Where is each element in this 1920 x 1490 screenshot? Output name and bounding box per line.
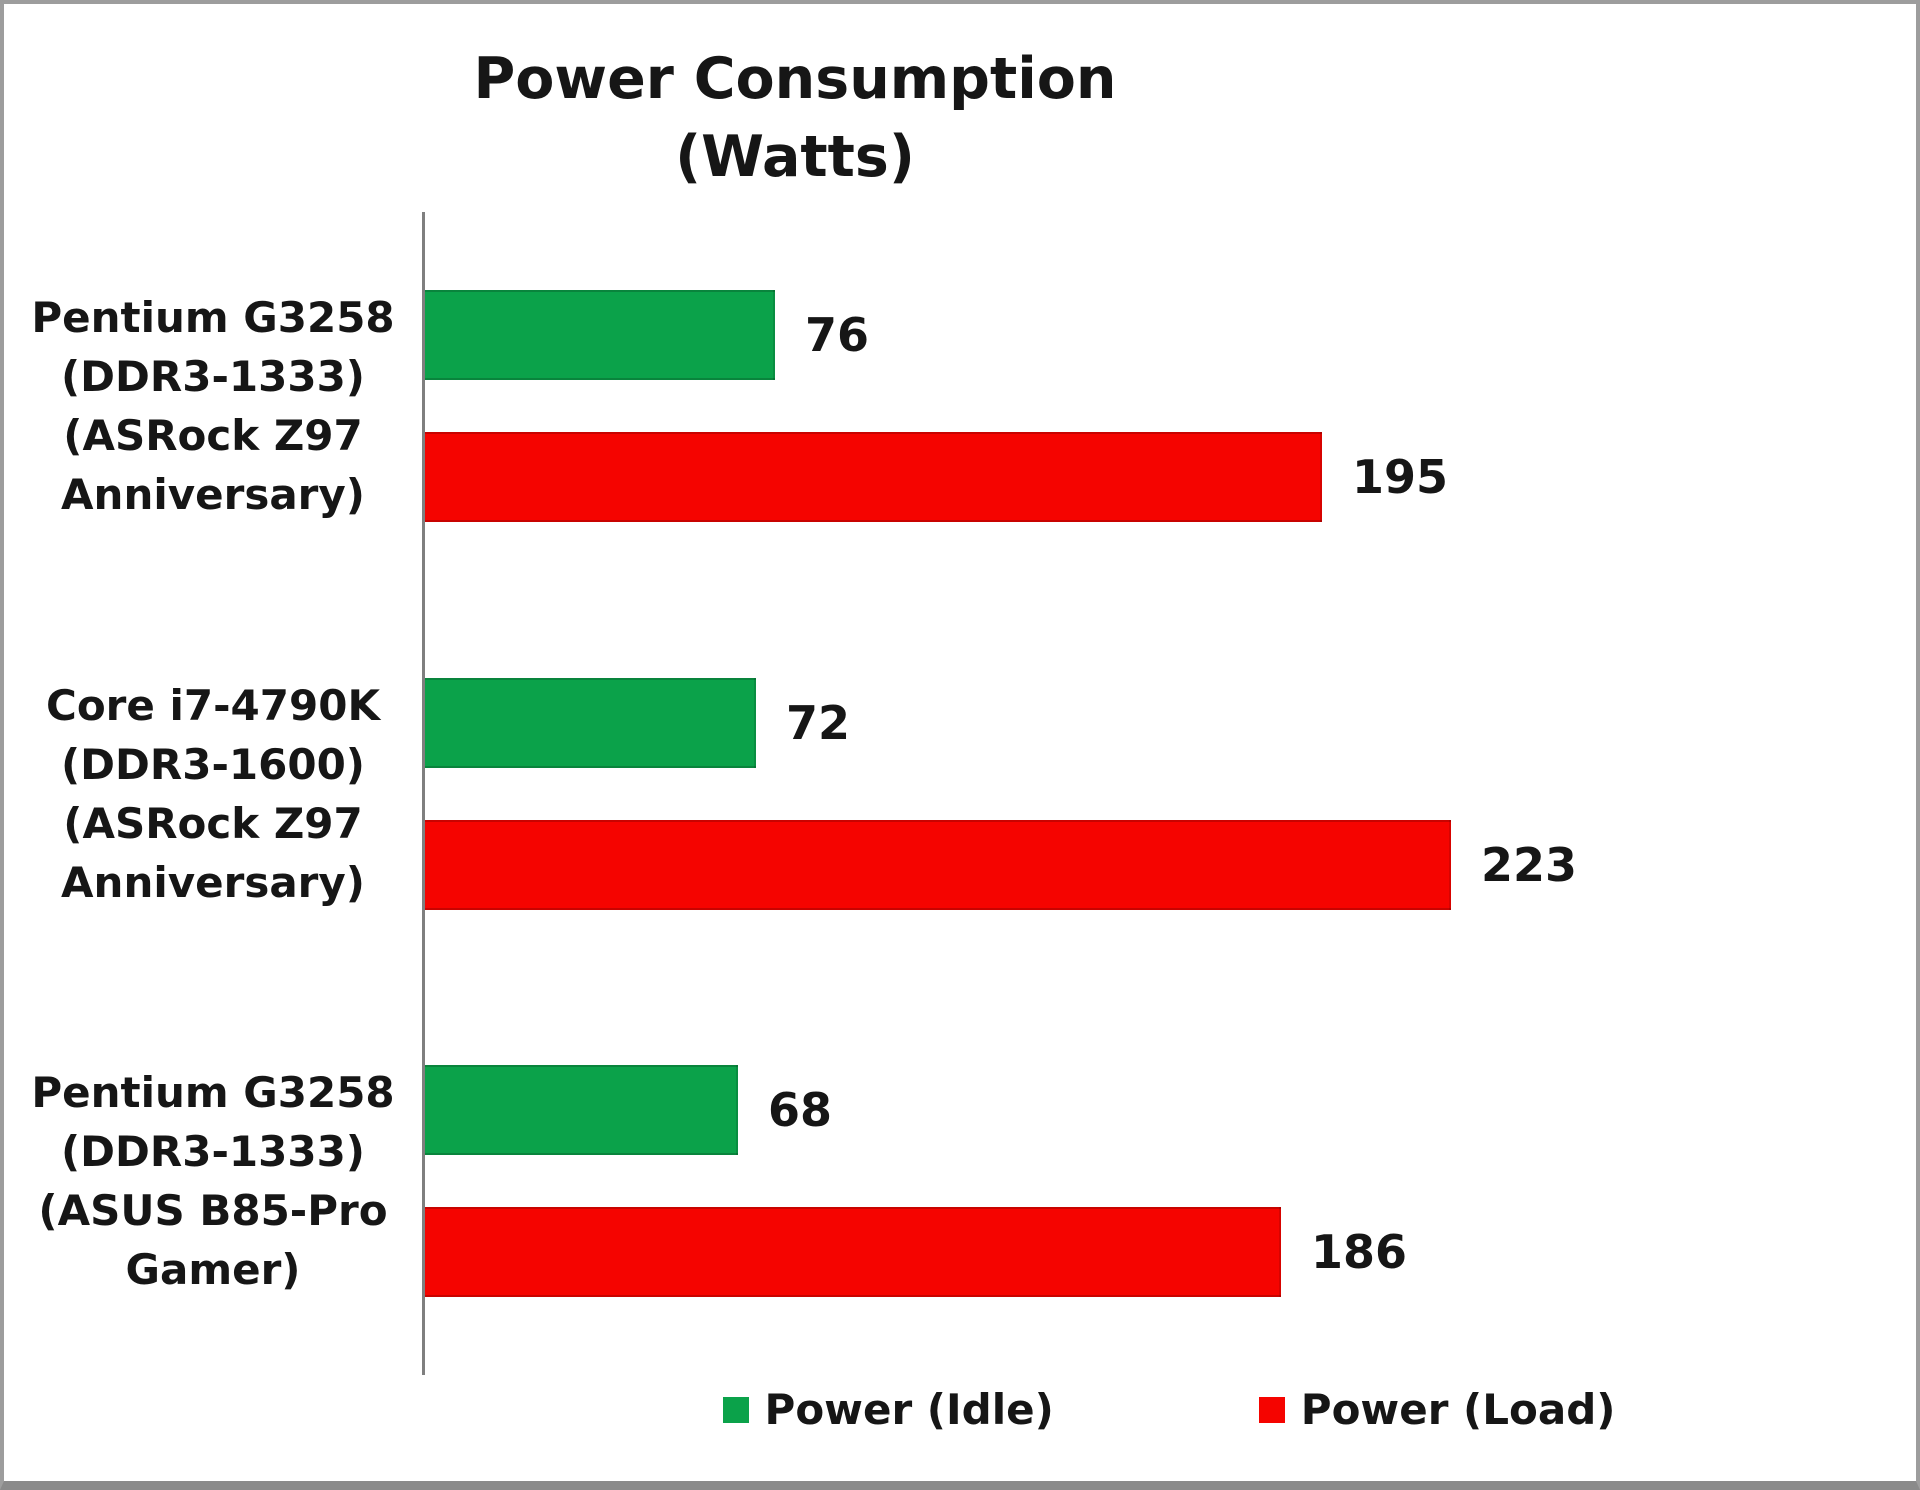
bar-row-load-2: 223	[425, 819, 1880, 910]
legend-item-load: Power (Load)	[1258, 1385, 1616, 1434]
category-label-line: Pentium G3258	[31, 1068, 395, 1118]
bar-load-3	[425, 1207, 1281, 1298]
category-label-2: Core i7-4790K (DDR3-1600) (ASRock Z97 An…	[4, 600, 422, 988]
legend-label-idle: Power (Idle)	[764, 1385, 1054, 1434]
category-label-line: Anniversary)	[61, 857, 365, 907]
value-label-load-3: 186	[1311, 1225, 1408, 1280]
category-label-line: (ASRock Z97	[63, 798, 363, 848]
legend: Power (Idle) Power (Load)	[4, 1375, 1916, 1481]
category-label-line: Pentium G3258	[31, 292, 395, 342]
category-label-1: Pentium G3258 (DDR3-1333) (ASRock Z97 An…	[4, 212, 422, 600]
legend-item-idle: Power (Idle)	[722, 1385, 1054, 1434]
bar-group-3: 68 186	[425, 987, 1880, 1375]
bar-load-2	[425, 819, 1451, 910]
bar-idle-1	[425, 289, 775, 380]
category-label-line: (DDR3-1600)	[60, 739, 365, 789]
category-label-line: (ASRock Z97	[63, 410, 363, 460]
chart-subtitle: (Watts)	[675, 124, 915, 190]
category-label-3: Pentium G3258 (DDR3-1333) (ASUS B85-Pro …	[4, 987, 422, 1375]
chart-body: Pentium G3258 (DDR3-1333) (ASRock Z97 An…	[4, 212, 1916, 1375]
category-label-line: (ASUS B85-Pro	[38, 1186, 388, 1236]
category-label-line: Anniversary)	[61, 469, 365, 519]
value-label-idle-3: 68	[768, 1083, 833, 1138]
plot-area: 76 195 72 223 68	[422, 212, 1916, 1375]
value-label-idle-1: 76	[805, 307, 870, 362]
bar-row-load-3: 186	[425, 1207, 1880, 1298]
category-axis: Pentium G3258 (DDR3-1333) (ASRock Z97 An…	[4, 212, 422, 1375]
legend-swatch-idle-icon	[722, 1396, 749, 1423]
chart-title-block: Power Consumption (Watts)	[4, 4, 1586, 196]
chart-title: Power Consumption	[473, 46, 1117, 112]
category-label-line: (DDR3-1333)	[60, 1127, 365, 1177]
bar-group-1: 76 195	[425, 212, 1880, 600]
category-label-line: Gamer)	[125, 1245, 301, 1295]
bar-group-2: 72 223	[425, 600, 1880, 988]
legend-label-load: Power (Load)	[1300, 1385, 1616, 1434]
bar-row-idle-3: 68	[425, 1065, 1880, 1156]
category-label-line: (DDR3-1333)	[60, 351, 365, 401]
bar-row-idle-1: 76	[425, 289, 1880, 380]
value-label-load-2: 223	[1481, 837, 1578, 892]
bar-row-load-1: 195	[425, 431, 1880, 522]
bar-row-idle-2: 72	[425, 677, 1880, 768]
value-label-idle-2: 72	[786, 695, 851, 750]
bar-load-1	[425, 431, 1322, 522]
bar-idle-2	[425, 677, 756, 768]
category-label-line: Core i7-4790K	[46, 680, 380, 730]
bar-idle-3	[425, 1065, 738, 1156]
legend-swatch-load-icon	[1258, 1396, 1285, 1423]
value-label-load-1: 195	[1352, 449, 1449, 504]
